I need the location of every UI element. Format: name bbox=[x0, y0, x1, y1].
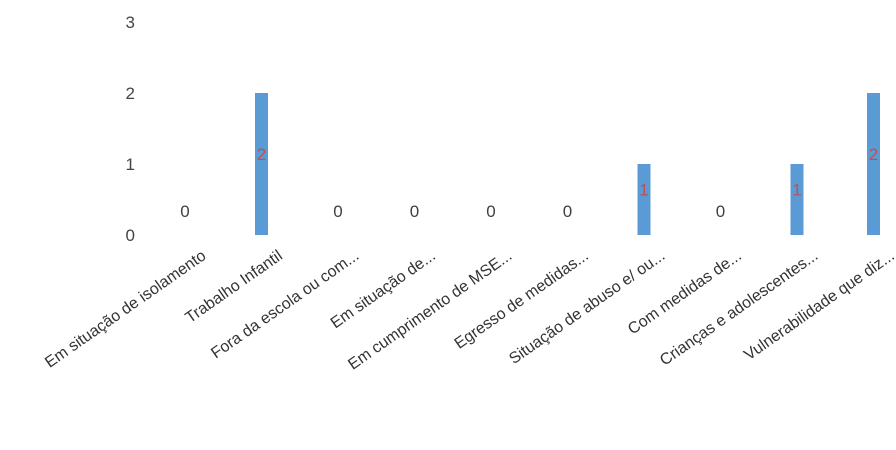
data-label: 0 bbox=[486, 202, 495, 221]
category-label: Em situação de isolamento bbox=[42, 247, 209, 371]
data-label: 0 bbox=[333, 202, 342, 221]
data-label: 2 bbox=[869, 145, 878, 164]
data-label: 1 bbox=[792, 181, 801, 200]
data-label: 0 bbox=[563, 202, 572, 221]
category-label: Vulnerabilidade que diz... bbox=[741, 247, 896, 364]
bar bbox=[790, 164, 804, 235]
bar bbox=[255, 93, 268, 235]
y-tick-label: 1 bbox=[126, 155, 135, 174]
data-label: 1 bbox=[639, 181, 648, 200]
data-label: 2 bbox=[257, 145, 266, 164]
category-label: Fora da escola ou com... bbox=[208, 247, 362, 362]
data-label: 0 bbox=[410, 202, 419, 221]
category-label: Egresso de medidas... bbox=[452, 247, 592, 352]
data-label: 0 bbox=[716, 202, 725, 221]
y-tick-label: 2 bbox=[126, 84, 135, 103]
bar bbox=[637, 164, 651, 235]
data-label: 0 bbox=[180, 202, 189, 221]
y-tick-label: 3 bbox=[126, 13, 135, 32]
category-label: Situação de abuso e/ ou... bbox=[506, 247, 668, 368]
category-label: Crianças e adolescentes... bbox=[657, 247, 821, 369]
bar bbox=[867, 93, 880, 235]
y-tick-label: 0 bbox=[126, 226, 135, 245]
